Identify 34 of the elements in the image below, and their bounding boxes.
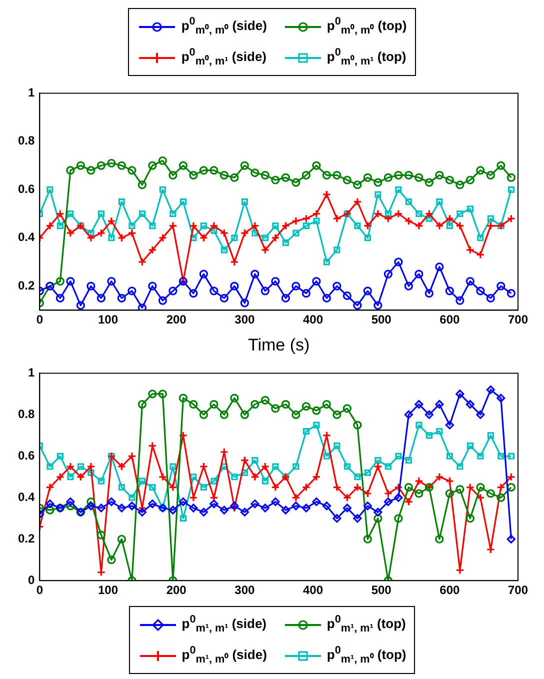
x-tick-label: 200 <box>166 582 187 597</box>
x-tick-label: 300 <box>234 582 256 597</box>
y-tick-label: 1 <box>28 85 35 100</box>
legend-label: p$^{0}$$_{m⁰, m⁰}$ (side) <box>181 16 267 37</box>
y-tick-label: 0.6 <box>18 448 35 462</box>
x-tick-label: 300 <box>234 312 256 327</box>
x-tick-label: 500 <box>371 582 392 597</box>
x-tick-label: 600 <box>440 312 460 327</box>
y-tick-label: 0.6 <box>18 182 35 196</box>
legend-label: p$^{0}$$_{m¹, m¹}$ (top) <box>326 614 406 635</box>
x-tick-label: 100 <box>98 312 118 327</box>
legend-label: p$^{0}$$_{m¹, m⁰}$ (side) <box>182 644 267 666</box>
y-tick-label: 0.2 <box>18 278 35 292</box>
x-tick-label: 600 <box>440 582 460 597</box>
y-tick-label: 1 <box>28 365 35 380</box>
y-tick-label: 0.4 <box>18 490 35 504</box>
x-tick-label: 400 <box>302 582 324 597</box>
legend-label: p$^{0}$$_{m¹, m⁰}$ (top) <box>326 644 406 666</box>
x-tick-label: 400 <box>302 312 324 327</box>
x-tick-label: 700 <box>508 312 528 327</box>
x-tick-label: 200 <box>166 312 187 327</box>
x-tick-label: 500 <box>371 312 392 327</box>
legend-label: p$^{0}$$_{m⁰, m⁰}$ (top) <box>326 16 407 37</box>
legend-label: p$^{0}$$_{m⁰, m¹}$ (top) <box>326 46 406 68</box>
legend-label: p$^{0}$$_{m⁰, m¹}$ (side) <box>181 46 267 68</box>
y-tick-label: 0 <box>28 572 35 587</box>
x-tick-label: 700 <box>508 582 528 597</box>
y-tick-label: 0.8 <box>18 134 35 148</box>
y-tick-label: 0.2 <box>18 531 35 546</box>
legend-label: p$^{0}$$_{m¹, m¹}$ (side) <box>182 614 267 635</box>
x-axis-title: Time (s) <box>248 335 310 354</box>
x-tick-label: 100 <box>98 582 118 597</box>
y-tick-label: 0.8 <box>18 406 35 421</box>
y-tick-label: 0.4 <box>18 230 35 244</box>
